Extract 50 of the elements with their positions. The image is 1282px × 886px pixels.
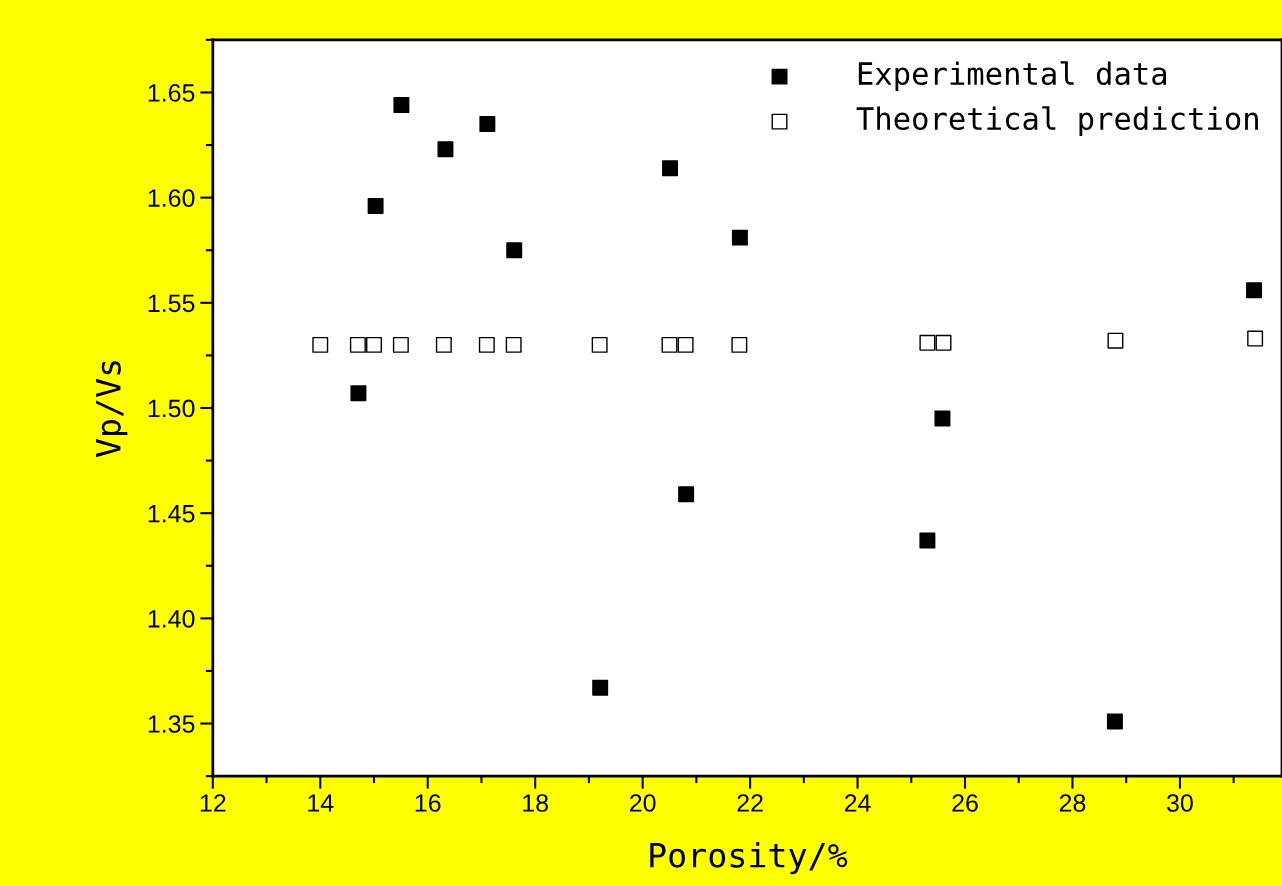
legend-label: Theoretical prediction — [856, 106, 1258, 137]
y-axis-title: Vp/Vs — [96, 361, 128, 458]
y-tick-label: 1.40 — [148, 609, 195, 628]
x-tick-label: 26 — [952, 794, 978, 812]
point — [478, 336, 495, 353]
point — [1247, 330, 1264, 347]
x-tick-label: 16 — [415, 794, 441, 812]
point — [367, 198, 384, 215]
point — [350, 385, 367, 402]
point — [392, 336, 409, 353]
point — [591, 336, 608, 353]
point — [919, 334, 936, 351]
point — [479, 116, 496, 132]
point — [505, 336, 522, 353]
point — [393, 97, 410, 114]
point — [662, 160, 679, 177]
point — [366, 336, 382, 353]
y-tick-label: 1.55 — [148, 294, 195, 313]
x-tick-label: 18 — [523, 794, 548, 812]
point — [678, 486, 695, 503]
point — [731, 229, 748, 246]
point — [935, 334, 952, 351]
point — [731, 336, 748, 353]
y-tick-label: 1.65 — [148, 84, 195, 102]
x-tick-label: 20 — [629, 794, 656, 812]
x-axis-title: Porosity/% — [650, 841, 848, 875]
point — [1246, 282, 1263, 299]
legend-label: Experimental data — [858, 61, 1167, 91]
x-tick-label: 30 — [1166, 794, 1193, 812]
y-tick-label: 1.50 — [148, 399, 195, 418]
x-tick-label: 24 — [844, 794, 871, 812]
x-tick-label: 28 — [1059, 794, 1086, 812]
point — [349, 336, 366, 353]
x-tick-label: 12 — [200, 794, 226, 812]
point — [677, 336, 694, 353]
point — [435, 336, 452, 353]
point — [934, 410, 951, 427]
x-tick-label: 22 — [737, 794, 763, 812]
point — [506, 242, 523, 259]
y-tick-label: 1.60 — [148, 189, 195, 207]
point — [661, 336, 678, 353]
x-tick-label: 14 — [308, 794, 334, 812]
point — [1107, 332, 1124, 349]
y-tick-label: 1.45 — [148, 505, 195, 523]
point — [592, 679, 609, 696]
point — [1106, 713, 1123, 730]
point — [919, 532, 936, 549]
y-tick-label: 1.35 — [148, 715, 195, 733]
point — [312, 336, 329, 353]
point — [437, 141, 454, 158]
